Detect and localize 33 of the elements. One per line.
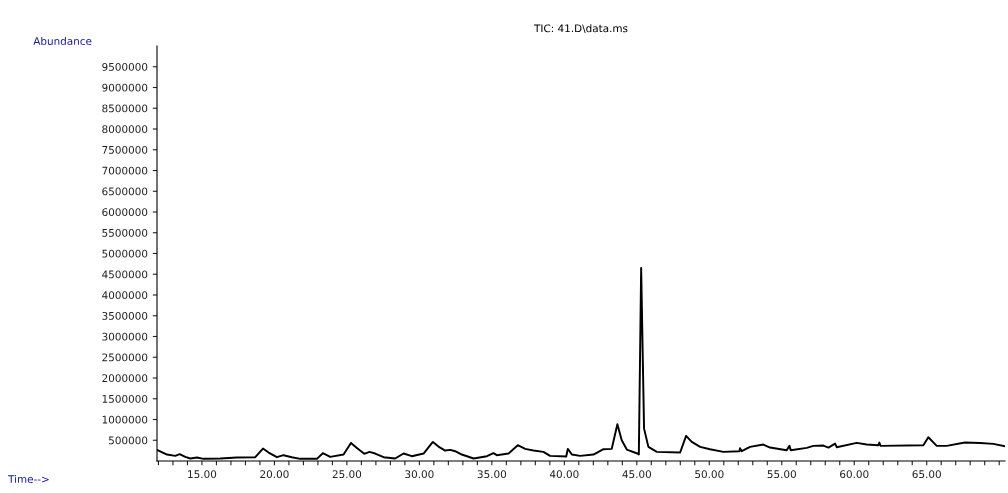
x-tick-label: 40.00 bbox=[549, 470, 579, 479]
y-tick-label: 1500000 bbox=[102, 394, 148, 403]
y-tick-label: 7500000 bbox=[102, 145, 148, 154]
y-tick-label: 1000000 bbox=[102, 415, 148, 424]
text: Time--> bbox=[8, 474, 49, 484]
y-tick-label: 3500000 bbox=[102, 311, 148, 320]
x-tick-label: 60.00 bbox=[840, 470, 869, 479]
x-tick-label: 55.00 bbox=[767, 470, 796, 479]
y-axis-title: Abundance bbox=[33, 36, 92, 46]
x-tick-label: 30.00 bbox=[405, 470, 434, 479]
y-tick-label: 5500000 bbox=[102, 228, 148, 237]
y-tick-label: 7000000 bbox=[102, 166, 148, 175]
x-tick-label: 45.00 bbox=[622, 470, 652, 479]
x-tick-label: 35.00 bbox=[477, 470, 507, 479]
y-tick-label: 6500000 bbox=[102, 187, 148, 196]
chart-title: TIC: 41.D\data.ms bbox=[533, 24, 628, 34]
y-tick-label: 9000000 bbox=[102, 83, 148, 92]
x-tick-label: 65.00 bbox=[912, 470, 941, 479]
y-tick-label: 3000000 bbox=[102, 332, 148, 341]
y-tick-label: 9500000 bbox=[102, 62, 148, 71]
x-tick-label: 25.00 bbox=[332, 470, 362, 479]
y-tick-label: 5000000 bbox=[102, 249, 148, 258]
x-tick-label: 15.00 bbox=[188, 470, 217, 479]
y-tick-label: 2000000 bbox=[102, 374, 148, 383]
y-tick-label: 4500000 bbox=[102, 270, 148, 279]
x-tick-label: 20.00 bbox=[260, 470, 289, 479]
y-tick-label: 500000 bbox=[109, 436, 148, 445]
x-tick-label: 50.00 bbox=[695, 470, 724, 479]
y-tick-label: 6000000 bbox=[102, 208, 148, 217]
y-tick-label: 2500000 bbox=[102, 353, 148, 362]
y-tick-label: 8000000 bbox=[102, 125, 148, 134]
y-tick-label: 4000000 bbox=[102, 291, 148, 300]
y-tick-label: 8500000 bbox=[102, 104, 148, 113]
